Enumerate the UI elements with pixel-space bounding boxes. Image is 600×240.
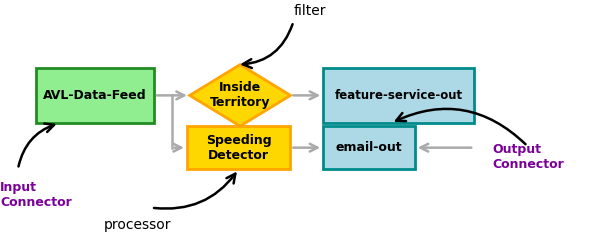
Text: Input
Connector: Input Connector xyxy=(0,181,72,210)
Text: processor: processor xyxy=(104,218,172,232)
Polygon shape xyxy=(190,65,290,126)
Text: feature-service-out: feature-service-out xyxy=(335,89,463,102)
FancyBboxPatch shape xyxy=(35,68,154,123)
Text: Output
Connector: Output Connector xyxy=(492,143,563,171)
FancyBboxPatch shape xyxy=(323,68,474,123)
FancyBboxPatch shape xyxy=(187,126,290,169)
Text: filter: filter xyxy=(293,5,326,18)
Text: email-out: email-out xyxy=(335,141,403,154)
Text: Inside
Territory: Inside Territory xyxy=(210,81,271,109)
Text: AVL-Data-Feed: AVL-Data-Feed xyxy=(43,89,147,102)
FancyBboxPatch shape xyxy=(323,126,415,169)
Text: Speeding
Detector: Speeding Detector xyxy=(206,134,271,162)
